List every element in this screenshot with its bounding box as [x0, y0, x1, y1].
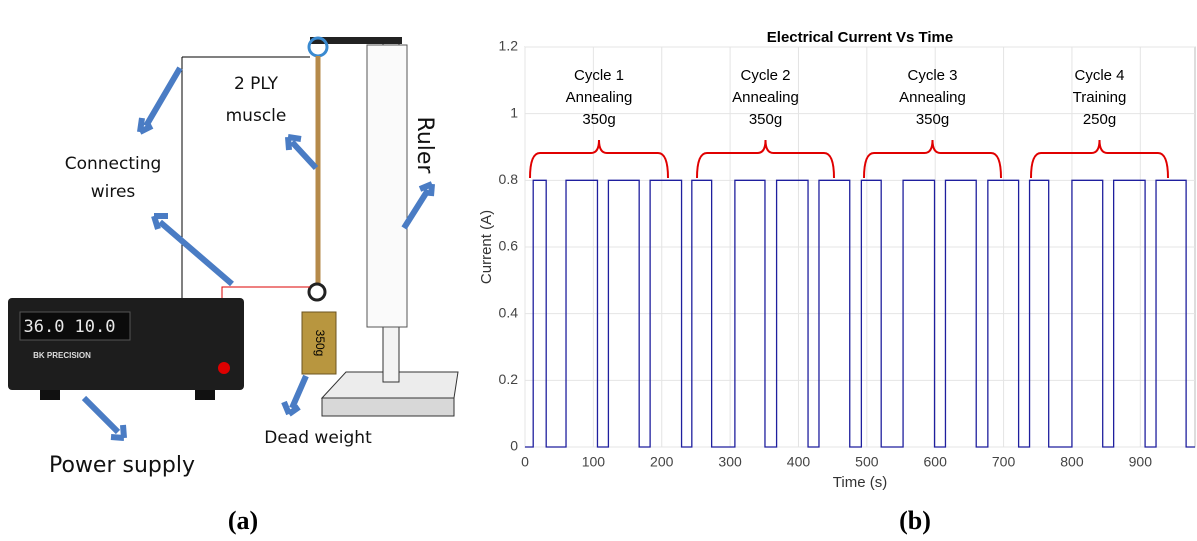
arrow — [284, 376, 306, 414]
y-tick-label: 0.2 — [499, 371, 519, 387]
y-tick-label: 0.6 — [499, 238, 519, 254]
y-tick-label: 1.2 — [499, 38, 519, 54]
annotation: 350g — [916, 111, 949, 128]
annotation: Cycle 4 — [1074, 67, 1124, 84]
annotation: Annealing — [732, 89, 799, 106]
label: Power supply — [49, 453, 195, 478]
figure: 2 PLY muscle Connecting wires Ruler Powe… — [0, 0, 1197, 541]
terminal — [218, 362, 230, 374]
x-tick-label: 600 — [924, 454, 948, 470]
ruler — [367, 45, 407, 327]
weight-hook — [309, 284, 325, 300]
x-tick-label: 700 — [992, 454, 1016, 470]
x-tick-label: 100 — [582, 454, 606, 470]
annotation: 350g — [582, 111, 615, 128]
annotation: 350g — [749, 111, 782, 128]
arrow — [288, 137, 316, 168]
chart-title: Electrical Current Vs Time — [767, 29, 953, 46]
label: 2 PLY — [234, 74, 279, 94]
label: Ruler — [412, 117, 437, 175]
annotation: Cycle 1 — [574, 67, 624, 84]
label: Dead weight — [264, 428, 372, 448]
brand: BK PRECISION — [33, 351, 91, 360]
display-value: 36.0 — [24, 317, 65, 337]
x-tick-label: 400 — [787, 454, 811, 470]
weight-label: 350g — [313, 330, 327, 357]
x-tick-label: 200 — [650, 454, 674, 470]
apparatus-diagram: 2 PLY muscle Connecting wires Ruler Powe… — [8, 37, 458, 478]
label: wires — [91, 182, 136, 202]
label: Connecting — [65, 154, 162, 174]
x-axis-label: Time (s) — [833, 474, 887, 491]
arrow — [84, 398, 124, 438]
annotation: Training — [1073, 89, 1127, 106]
caption: (b) — [899, 506, 931, 535]
x-tick-label: 900 — [1129, 454, 1153, 470]
foot — [195, 390, 215, 400]
stand-base — [322, 398, 454, 416]
annotation: Cycle 3 — [907, 67, 957, 84]
annotation: 250g — [1083, 111, 1116, 128]
y-tick-label: 0 — [510, 438, 518, 454]
annotation: Annealing — [899, 89, 966, 106]
y-tick-label: 0.8 — [499, 171, 519, 187]
label: muscle — [226, 106, 287, 126]
y-tick-label: 0.4 — [499, 304, 519, 320]
arrow — [140, 68, 180, 132]
x-tick-label: 300 — [718, 454, 742, 470]
y-axis-label: Current (A) — [478, 210, 495, 284]
foot — [40, 390, 60, 400]
arrow — [154, 216, 232, 284]
x-tick-label: 800 — [1060, 454, 1084, 470]
arrow — [404, 184, 432, 228]
annotation: Annealing — [566, 89, 633, 106]
y-tick-label: 1 — [510, 104, 518, 120]
x-tick-label: 0 — [521, 454, 529, 470]
annotation: Cycle 2 — [740, 67, 790, 84]
x-tick-label: 500 — [855, 454, 879, 470]
display-value: 10.0 — [75, 317, 116, 337]
caption: (a) — [228, 506, 258, 535]
